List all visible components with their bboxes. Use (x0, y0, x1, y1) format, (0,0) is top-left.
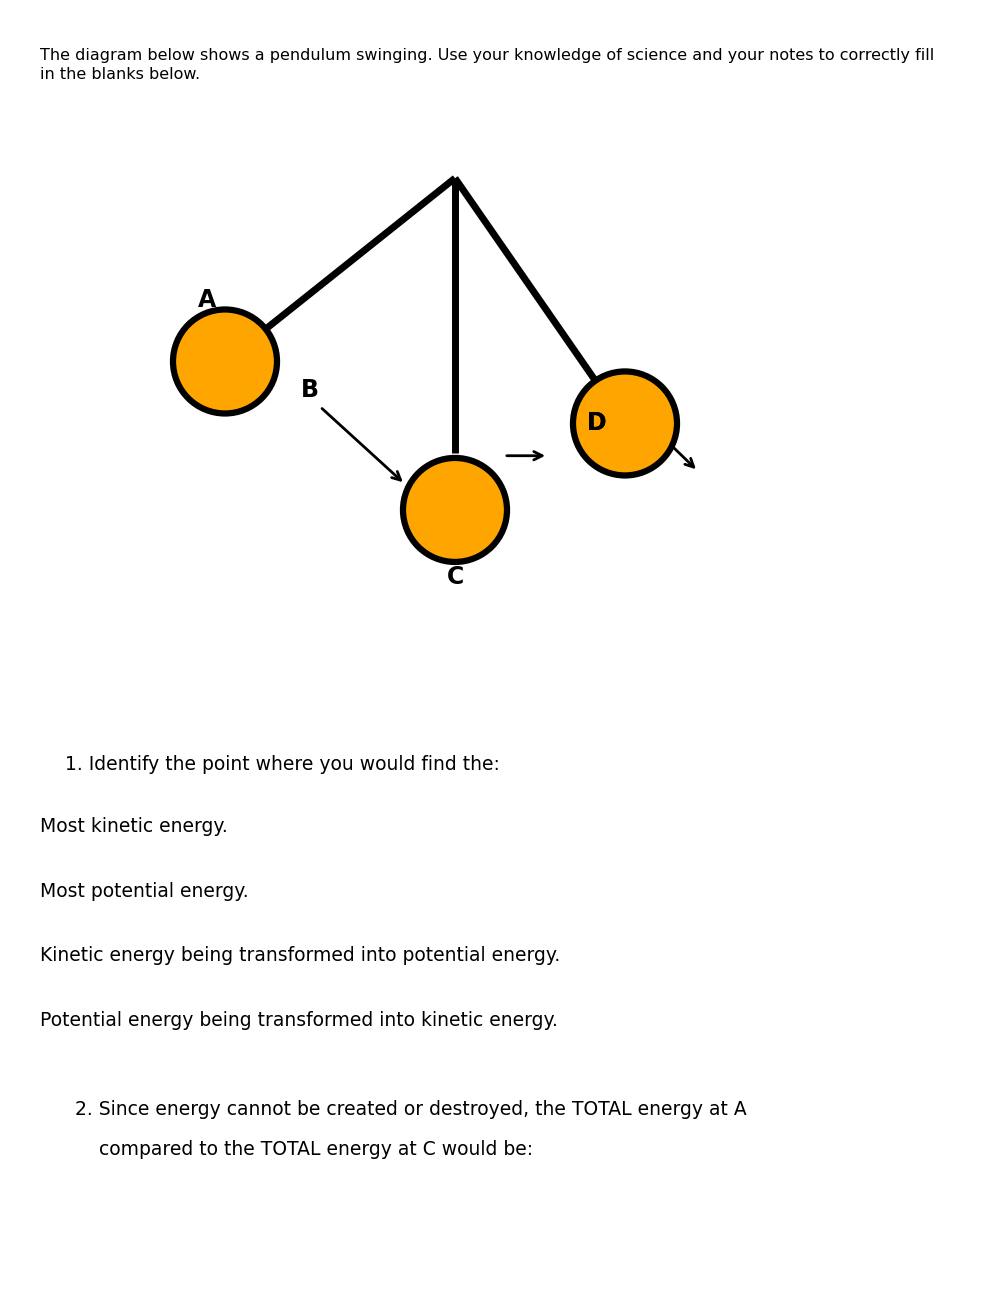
Text: The diagram below shows a pendulum swinging. Use your knowledge of science and y: The diagram below shows a pendulum swing… (40, 48, 934, 63)
Text: Kinetic energy being transformed into potential energy.: Kinetic energy being transformed into po… (40, 946, 560, 966)
Ellipse shape (403, 458, 507, 562)
Text: D: D (587, 412, 607, 435)
Text: 2. Since energy cannot be created or destroyed, the TOTAL energy at A: 2. Since energy cannot be created or des… (75, 1100, 747, 1119)
Text: Potential energy being transformed into kinetic energy.: Potential energy being transformed into … (40, 1011, 558, 1030)
Ellipse shape (573, 372, 677, 475)
Text: Most kinetic energy.: Most kinetic energy. (40, 817, 228, 837)
Text: compared to the TOTAL energy at C would be:: compared to the TOTAL energy at C would … (75, 1140, 533, 1159)
Text: 1. Identify the point where you would find the:: 1. Identify the point where you would fi… (65, 755, 500, 775)
Text: C: C (446, 565, 464, 589)
Text: A: A (198, 288, 216, 311)
Ellipse shape (173, 310, 277, 413)
Text: in the blanks below.: in the blanks below. (40, 67, 200, 83)
Text: Most potential energy.: Most potential energy. (40, 882, 249, 901)
Text: D: D (587, 412, 607, 435)
Text: B: B (301, 378, 319, 402)
